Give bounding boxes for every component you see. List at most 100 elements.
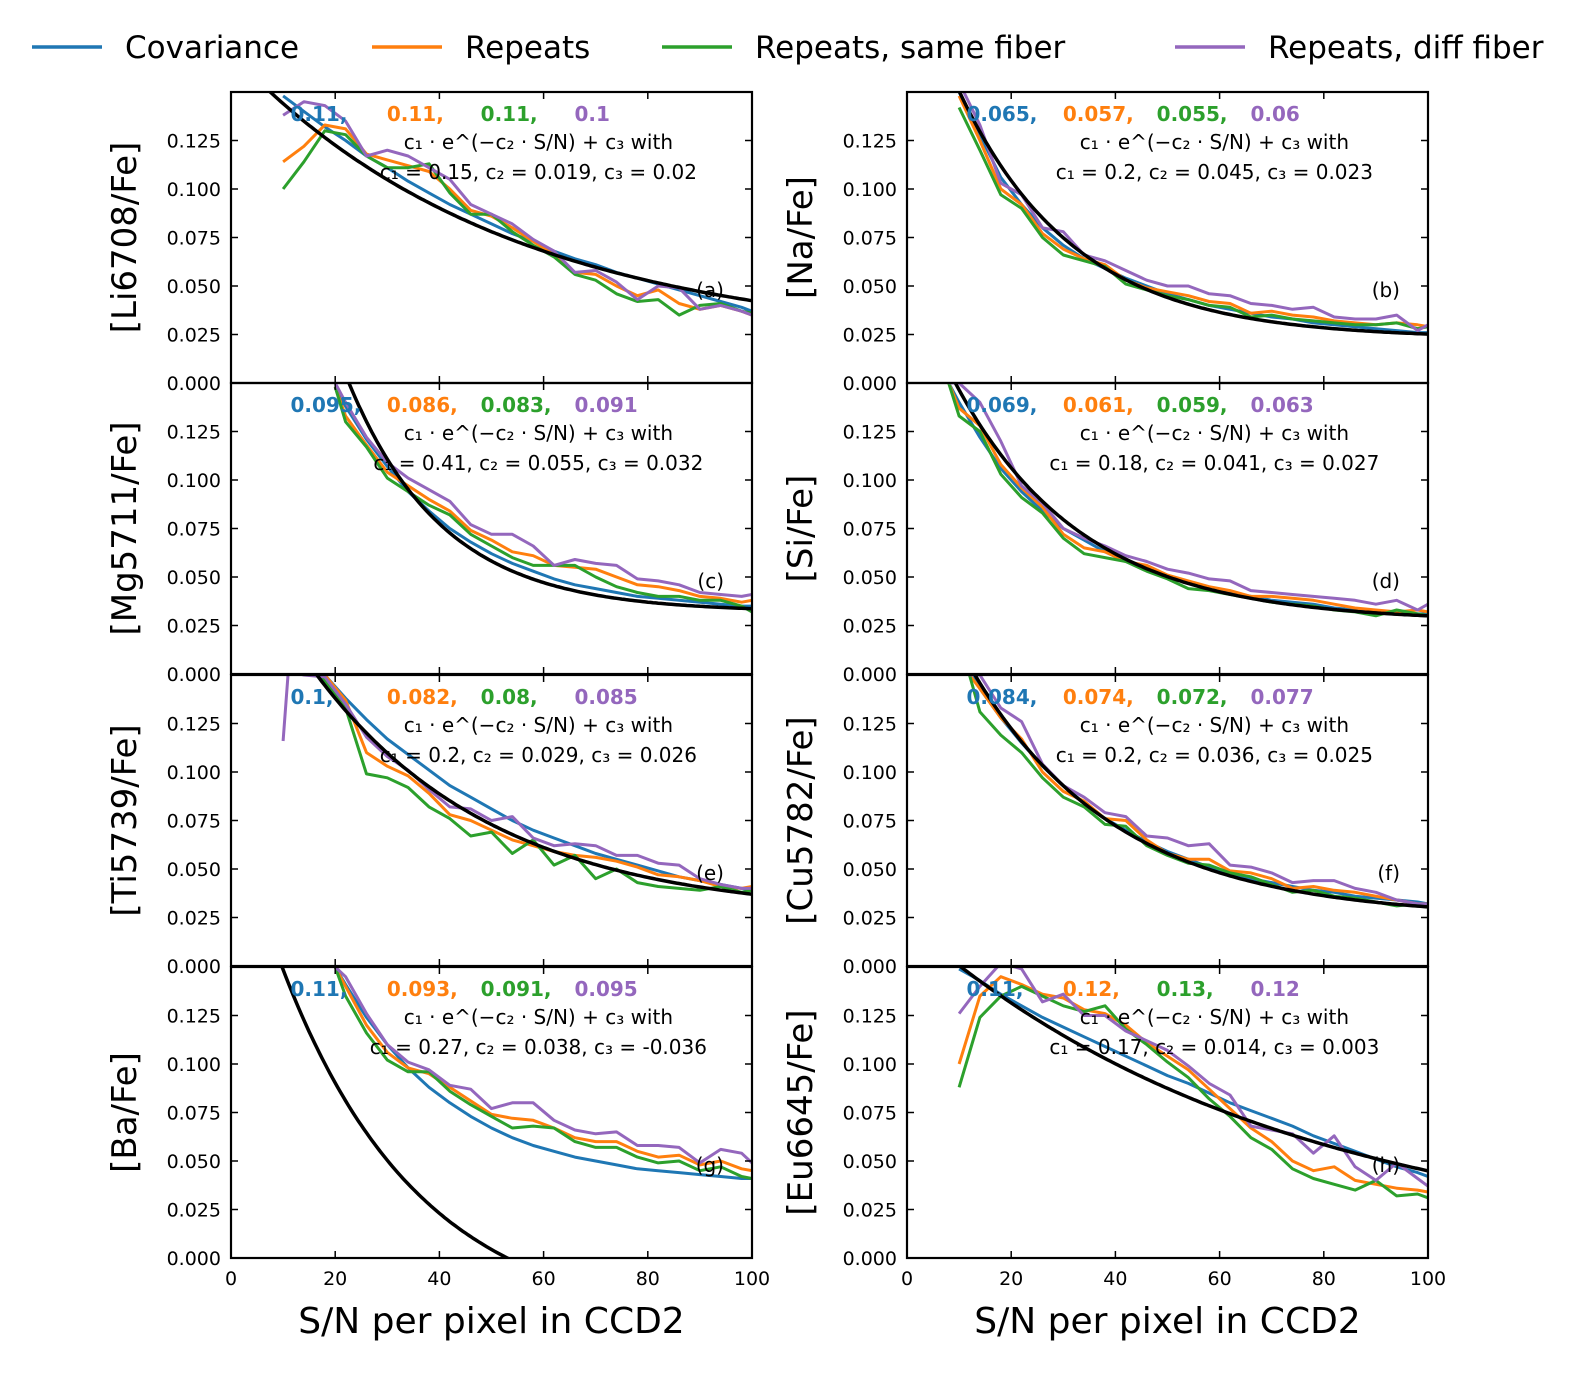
- y-tick-label: 0.125: [843, 422, 897, 444]
- y-axis-label: [Mg5711/Fe]: [105, 421, 145, 635]
- y-tick-label: 0.075: [167, 1103, 221, 1125]
- scatter-value-3: 0.059,: [1157, 393, 1228, 417]
- panel-tag: (b): [1372, 278, 1400, 302]
- y-tick-label: 0.050: [843, 859, 897, 881]
- panels: 0.0000.0250.0500.0750.1000.125[Li6708/Fe…: [105, 90, 1446, 1290]
- y-tick-label: 0.050: [167, 1151, 221, 1173]
- x-tick-label: 0: [225, 1268, 237, 1290]
- scatter-value-2: 0.074,: [1063, 685, 1134, 709]
- ticks: [906, 92, 1429, 384]
- y-tick-label: 0.025: [167, 1200, 221, 1222]
- y-tick-label: 0.075: [167, 228, 221, 250]
- scatter-value-1: 0.084,: [966, 685, 1037, 709]
- series-line-repeats: [957, 975, 1428, 1194]
- scatter-value-3: 0.13,: [1157, 977, 1214, 1001]
- series-line-repeats: [322, 675, 752, 890]
- y-tick-label: 0.125: [167, 714, 221, 736]
- fit-formula: c₁ · e^(−c₂ · S/N) + c₃ with: [404, 713, 673, 737]
- series-line-repeats-diff-fiber: [282, 100, 752, 317]
- y-tick-label: 0.075: [843, 1103, 897, 1125]
- x-tick-label: 100: [1410, 1268, 1446, 1290]
- series-line-covariance: [282, 94, 752, 313]
- legend-label: Covariance: [125, 30, 299, 66]
- fit-parameters: c₁ = 0.27, c₂ = 0.038, c₃ = -0.036: [370, 1035, 707, 1059]
- fit-formula: c₁ · e^(−c₂ · S/N) + c₃ with: [404, 421, 673, 445]
- fit-curve: [972, 675, 1428, 909]
- y-tick-label: 0.100: [167, 470, 221, 492]
- scatter-value-3: 0.11,: [481, 102, 538, 126]
- fit-formula: c₁ · e^(−c₂ · S/N) + c₃ with: [1080, 130, 1349, 154]
- fit-formula: c₁ · e^(−c₂ · S/N) + c₃ with: [404, 1005, 673, 1029]
- scatter-value-3: 0.072,: [1157, 685, 1228, 709]
- y-tick-label: 0.000: [843, 1248, 897, 1270]
- scatter-value-3: 0.091,: [481, 977, 552, 1001]
- y-tick-label: 0.050: [843, 276, 897, 298]
- panel-tag: (h): [1372, 1153, 1400, 1177]
- x-axis-label-left: S/N per pixel in CCD2: [298, 1301, 684, 1342]
- x-axis-label-right: S/N per pixel in CCD2: [974, 1301, 1360, 1342]
- y-tick-label: 0.075: [167, 519, 221, 541]
- scatter-value-1: 0.095,: [290, 393, 361, 417]
- scatter-value-2: 0.086,: [387, 393, 458, 417]
- y-tick-label: 0.025: [843, 325, 897, 347]
- scatter-value-2: 0.061,: [1063, 393, 1134, 417]
- y-tick-label: 0.125: [843, 1006, 897, 1028]
- y-tick-label: 0.100: [843, 179, 897, 201]
- y-tick-label: 0.100: [167, 1054, 221, 1076]
- y-tick-label: 0.025: [167, 616, 221, 638]
- y-tick-label: 0.100: [843, 470, 897, 492]
- scatter-value-4: 0.1: [574, 102, 609, 126]
- x-tick-label: 40: [1103, 1268, 1127, 1290]
- scatter-value-2: 0.057,: [1063, 102, 1134, 126]
- y-axis-label: [Ti5739/Fe]: [105, 724, 145, 916]
- scatter-value-4: 0.095: [574, 977, 637, 1001]
- panel-g: 0.000 0.025 0.050 0.075 0.100 0.125 0 20 40 60 80 1…: [105, 965, 770, 1290]
- y-tick-label: 0.125: [843, 714, 897, 736]
- x-tick-label: 80: [636, 1268, 660, 1290]
- series-line-repeats-same-fiber: [968, 675, 1428, 908]
- y-tick-label: 0.125: [167, 422, 221, 444]
- y-tick-label: 0.000: [167, 664, 221, 686]
- scatter-value-3: 0.08,: [481, 685, 538, 709]
- plot-area: [957, 967, 1428, 1200]
- panel-tag: (c): [697, 569, 724, 593]
- series-line-repeats-diff-fiber: [957, 967, 1428, 1188]
- fit-curve: [314, 675, 752, 896]
- scatter-value-4: 0.12: [1250, 977, 1299, 1001]
- y-tick-label: 0.100: [843, 762, 897, 784]
- series-line-repeats-diff-fiber: [334, 967, 752, 1165]
- scatter-value-1: 0.11,: [290, 977, 347, 1001]
- x-tick-label: 100: [734, 1268, 770, 1290]
- y-tick-label: 0.025: [843, 1200, 897, 1222]
- y-tick-label: 0.125: [167, 131, 221, 153]
- fit-curve: [267, 92, 752, 303]
- plot-area: [947, 383, 1428, 618]
- series-line-repeats-diff-fiber: [333, 383, 752, 598]
- y-tick-label: 0.125: [843, 131, 897, 153]
- y-tick-label: 0.075: [843, 519, 897, 541]
- scatter-value-1: 0.11,: [966, 977, 1023, 1001]
- y-tick-label: 0.000: [843, 956, 897, 978]
- scatter-value-2: 0.093,: [387, 977, 458, 1001]
- series-line-covariance: [333, 967, 752, 1180]
- y-tick-label: 0.000: [843, 664, 897, 686]
- series-line-repeats-same-fiber: [333, 386, 752, 614]
- ticks: [230, 383, 753, 675]
- plot-area: [267, 92, 752, 317]
- series-line-repeats-diff-fiber: [969, 675, 1428, 906]
- series-line-repeats-same-fiber: [333, 967, 752, 1180]
- panel-b: 0.000 0.025 0.050 0.075 0.100 0.125 [Na/Fe] 0.0…: [781, 90, 1430, 395]
- scatter-value-3: 0.055,: [1157, 102, 1228, 126]
- x-tick-label: 40: [427, 1268, 451, 1290]
- fit-parameters: c₁ = 0.2, c₂ = 0.029, c₃ = 0.026: [380, 743, 697, 767]
- fit-formula: c₁ · e^(−c₂ · S/N) + c₃ with: [1080, 1005, 1349, 1029]
- panel-c: 0.000 0.025 0.050 0.075 0.100 0.125 [Mg5711/Fe…: [105, 381, 754, 686]
- fit-parameters: c₁ = 0.17, c₂ = 0.014, c₃ = 0.003: [1049, 1035, 1379, 1059]
- fit-curve: [347, 383, 752, 611]
- panel-f: 0.000 0.025 0.050 0.075 0.100 0.125 [Cu5782/Fe…: [781, 673, 1430, 978]
- legend-label: Repeats: [465, 30, 590, 66]
- scatter-value-2: 0.12,: [1063, 977, 1120, 1001]
- y-tick-label: 0.025: [843, 616, 897, 638]
- y-tick-label: 0.100: [167, 762, 221, 784]
- panel-tag: (a): [696, 278, 724, 302]
